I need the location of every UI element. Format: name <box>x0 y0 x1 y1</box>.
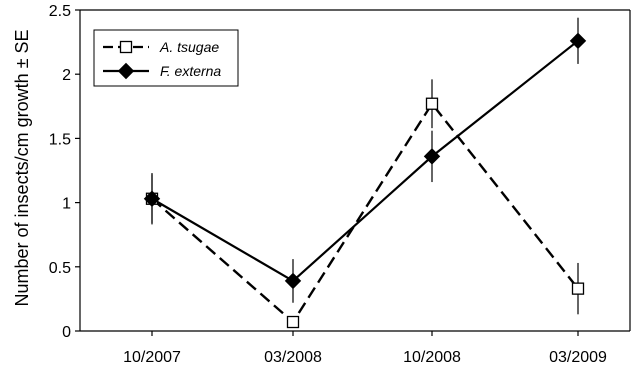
series-line <box>151 39 579 283</box>
legend-marker <box>119 40 133 54</box>
data-point <box>284 272 302 290</box>
series-a-tsugae <box>151 79 579 328</box>
data-point <box>423 148 441 165</box>
legend-item-f-externa: F. externa <box>103 62 221 80</box>
y-tick-label: 0.5 <box>49 260 71 277</box>
series-layer <box>143 17 587 329</box>
legend-item-a-tsugae: A. tsugae <box>103 39 219 55</box>
legend-marker <box>117 62 135 80</box>
x-tick-label: 10/2008 <box>403 349 461 366</box>
markers-f-externa <box>143 32 587 290</box>
y-tick-label: 1.5 <box>49 131 71 148</box>
x-tick-label: 10/2007 <box>123 349 181 366</box>
y-tick-label: 0 <box>62 324 71 341</box>
series-line <box>151 101 579 324</box>
y-tick-label: 2 <box>62 67 71 84</box>
data-point <box>571 282 585 295</box>
data-point <box>143 190 161 207</box>
data-point <box>569 32 587 50</box>
legend: A. tsugae F. externa <box>93 29 239 87</box>
x-tick-label: 03/2008 <box>264 349 322 366</box>
data-point <box>425 97 439 110</box>
data-point <box>286 315 300 329</box>
legend-label: F. externa <box>160 63 221 79</box>
y-tick-label: 2.5 <box>49 3 71 20</box>
legend-label: A. tsugae <box>159 39 219 55</box>
x-axis-ticks: 10/2007 03/2008 10/2008 03/2009 <box>123 331 607 366</box>
y-axis-title: Number of insects/cm growth ± SE <box>12 30 32 307</box>
x-tick-label: 03/2009 <box>549 349 607 366</box>
axes <box>79 9 631 332</box>
y-axis-ticks: 0 0.5 1 1.5 2 2.5 <box>49 3 80 341</box>
y-tick-label: 1 <box>62 196 71 213</box>
legend-frame <box>93 29 239 87</box>
